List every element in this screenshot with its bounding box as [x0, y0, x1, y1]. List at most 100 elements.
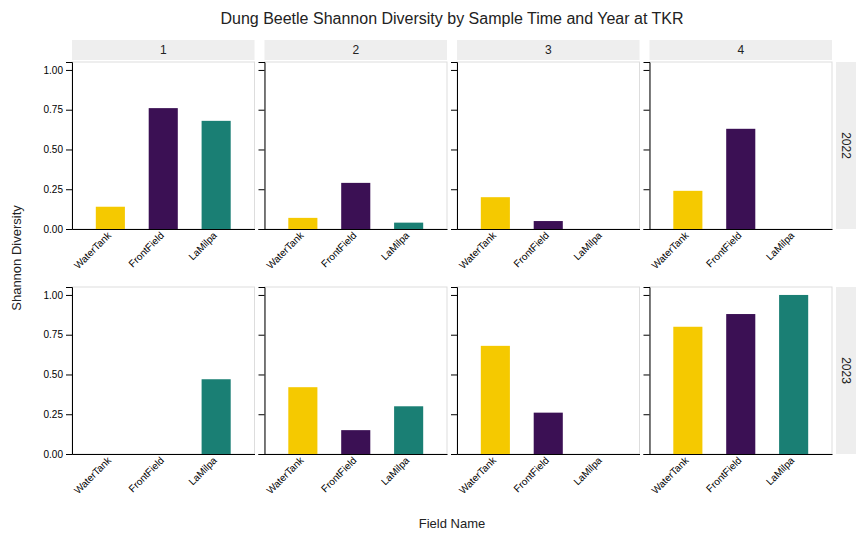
- x-axis-line: [73, 229, 256, 230]
- bars: [288, 387, 423, 454]
- x-axis-line: [265, 454, 448, 455]
- y-axis-line: [66, 288, 73, 455]
- panel-frame: [72, 62, 255, 229]
- y-tick: [644, 189, 650, 190]
- y-tick-mark: [66, 110, 72, 111]
- y-tick-mark: [259, 70, 265, 71]
- bar: [587, 229, 616, 230]
- y-tick-mark: [644, 374, 650, 375]
- x-tick-label: FrontField: [511, 455, 551, 495]
- y-tick-mark: [259, 374, 265, 375]
- x-tick-label: WaterTank: [264, 454, 306, 496]
- bar: [96, 207, 125, 229]
- x-tick: WaterTank: [457, 229, 499, 271]
- y-tick: [451, 295, 457, 296]
- row-label: 2022: [839, 132, 853, 159]
- x-tick: FrontField: [704, 230, 744, 270]
- x-tick: WaterTank: [72, 229, 114, 271]
- x-tick: FrontField: [126, 230, 166, 270]
- panel: WaterTank FrontField LaMilpa: [259, 62, 448, 271]
- x-axis-line: [458, 229, 641, 230]
- y-tick: 0.50: [44, 144, 72, 155]
- bars: [202, 379, 231, 454]
- bar: [149, 108, 178, 229]
- x-tick-label: LaMilpa: [571, 454, 604, 487]
- x-axis-title: Field Name: [419, 516, 485, 531]
- column-label: 4: [737, 43, 744, 57]
- y-axis: [644, 288, 651, 455]
- x-axis-line: [265, 229, 448, 230]
- x-tick: FrontField: [319, 230, 359, 270]
- bar: [288, 387, 317, 454]
- x-tick: LaMilpa: [571, 229, 604, 262]
- x-tick: LaMilpa: [764, 454, 797, 487]
- bar: [341, 183, 370, 229]
- y-tick: [259, 335, 265, 336]
- y-tick-mark: [259, 454, 265, 455]
- column-strip: [265, 40, 448, 60]
- y-tick-mark: [66, 149, 72, 150]
- bar: [673, 191, 702, 229]
- y-tick-label: 0.75: [44, 104, 64, 115]
- panel: WaterTankFrontFieldLaMilpa: [644, 62, 833, 271]
- y-tick-mark: [259, 295, 265, 296]
- y-tick: [451, 110, 457, 111]
- y-tick-mark: [644, 335, 650, 336]
- y-tick-mark: [259, 189, 265, 190]
- x-tick-label: LaMilpa: [186, 229, 219, 262]
- x-tick-label: LaMilpa: [379, 229, 412, 262]
- bar: [481, 346, 510, 454]
- x-axis: WaterTank FrontField LaMilpa: [264, 229, 447, 271]
- y-tick: 0.75: [44, 329, 72, 340]
- x-axis: WaterTankFrontFieldLaMilpa: [649, 229, 832, 271]
- x-axis-line: [73, 454, 256, 455]
- y-tick: [644, 374, 650, 375]
- panel-frame: [265, 62, 448, 229]
- y-tick: [259, 295, 265, 296]
- x-tick: FrontField: [319, 455, 359, 495]
- x-axis: WaterTankFrontFieldLaMilpa: [264, 454, 447, 496]
- panel: 0.000.250.500.751.00WaterTankFrontFieldL…: [44, 287, 255, 496]
- y-tick-label: 0.25: [44, 184, 64, 195]
- x-tick: WaterTank: [649, 454, 691, 496]
- y-axis: 0.000.250.500.751.00: [44, 63, 73, 235]
- y-tick: [644, 454, 650, 455]
- y-tick-mark: [259, 110, 265, 111]
- y-tick: [451, 229, 457, 230]
- y-axis-line: [644, 63, 651, 230]
- x-tick: WaterTank: [72, 454, 114, 496]
- y-tick: 1.00: [44, 65, 72, 76]
- y-tick-mark: [451, 414, 457, 415]
- y-tick: 0.25: [44, 409, 72, 420]
- x-tick: FrontField: [511, 230, 551, 270]
- bar: [96, 454, 125, 455]
- y-tick-mark: [66, 414, 72, 415]
- x-tick: LaMilpa: [571, 454, 604, 487]
- bars: [96, 108, 231, 229]
- x-tick: LaMilpa: [379, 229, 412, 262]
- x-axis: WaterTank FrontField LaMilpa: [72, 229, 255, 271]
- y-tick: [644, 149, 650, 150]
- bar: [149, 454, 178, 455]
- y-tick-mark: [451, 295, 457, 296]
- panel: WaterTankFrontFieldLaMilpa: [259, 287, 448, 496]
- x-tick-label: WaterTank: [457, 229, 499, 271]
- y-tick: 0.00: [44, 449, 72, 460]
- bar: [288, 218, 317, 229]
- x-tick-label: FrontField: [126, 230, 166, 270]
- x-tick-label: WaterTank: [72, 229, 114, 271]
- x-axis: WaterTank FrontField LaMilpa: [457, 229, 640, 271]
- x-tick: WaterTank: [264, 454, 306, 496]
- panel-frame: [457, 62, 640, 229]
- x-tick: LaMilpa: [764, 229, 797, 262]
- bars: [673, 129, 755, 229]
- y-tick-mark: [644, 70, 650, 71]
- chart-root: Dung Beetle Shannon Diversity by Sample …: [0, 0, 866, 536]
- y-tick: [451, 149, 457, 150]
- y-tick-mark: [451, 335, 457, 336]
- x-tick: WaterTank: [264, 229, 306, 271]
- y-tick-label: 0.75: [44, 329, 64, 340]
- y-axis: [644, 63, 651, 230]
- x-tick-label: WaterTank: [72, 454, 114, 496]
- y-axis: [259, 63, 266, 230]
